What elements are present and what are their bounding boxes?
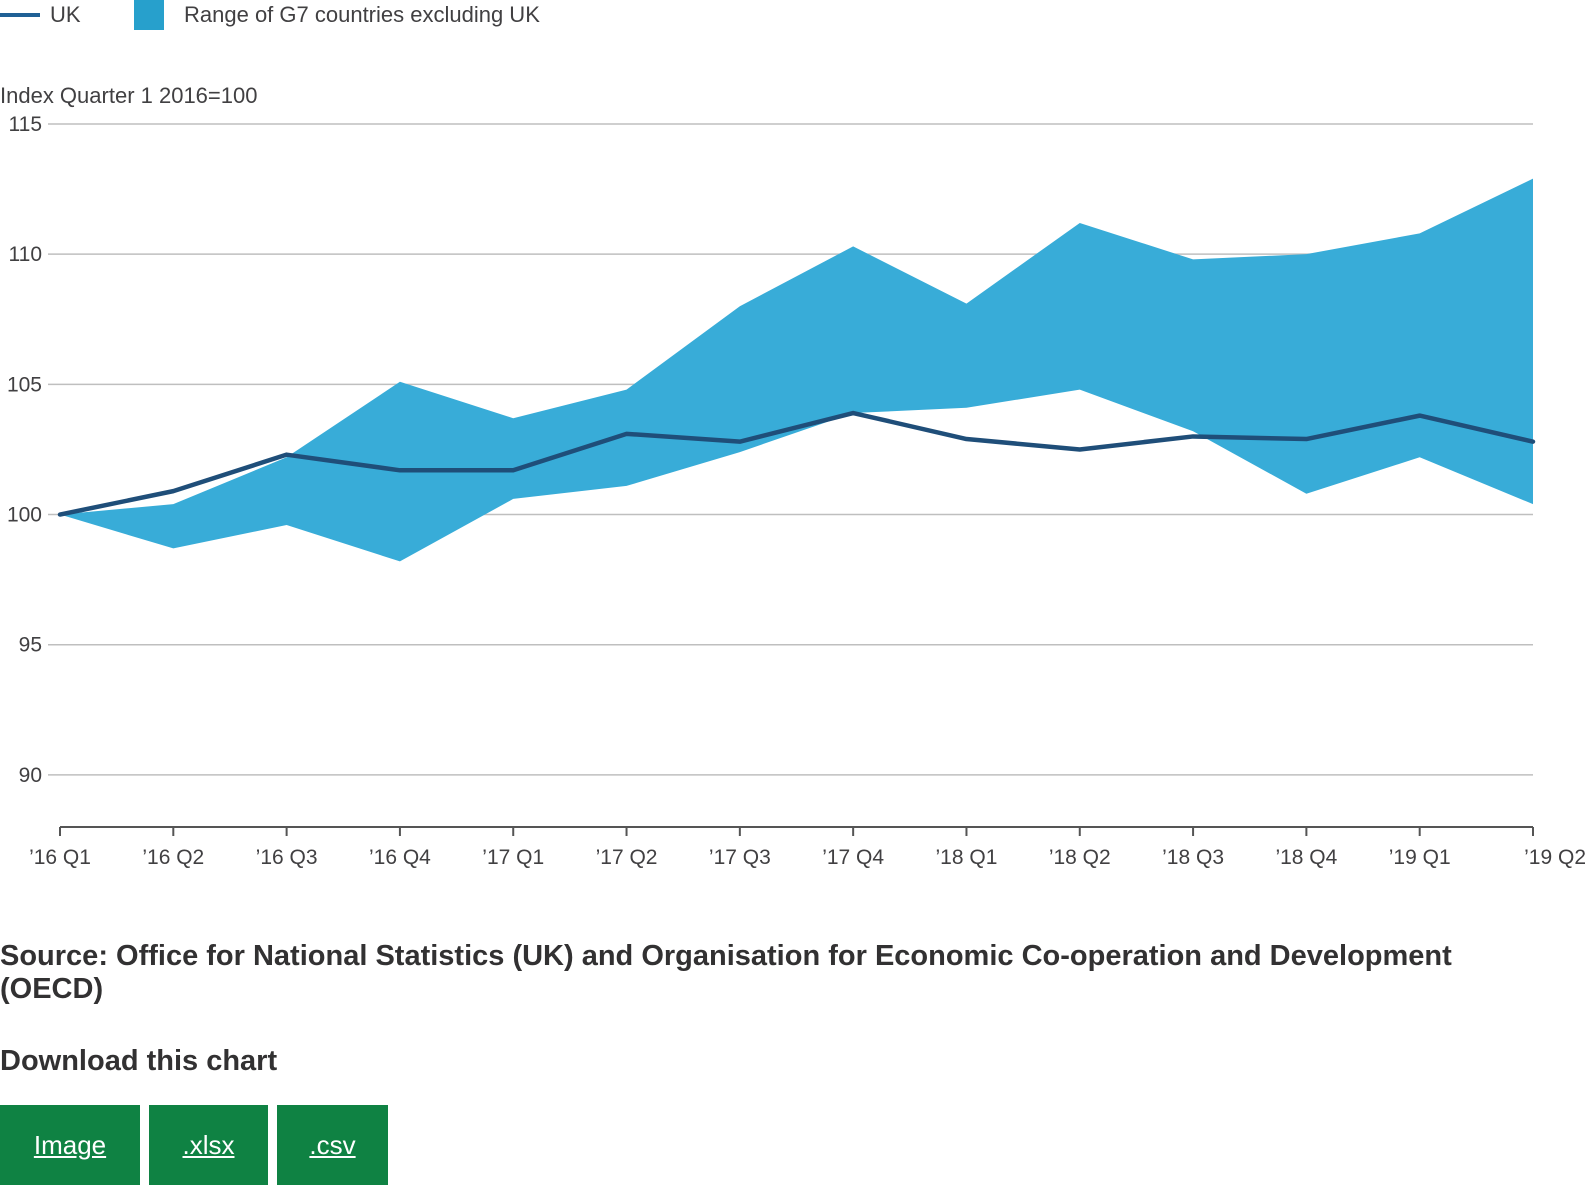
y-axis-title: Index Quarter 1 2016=100	[0, 83, 257, 108]
range-legend-label: Range of G7 countries excluding UK	[184, 2, 540, 27]
x-tick-label: ’19 Q2	[1524, 846, 1586, 869]
download-image-button[interactable]: Image	[0, 1105, 140, 1185]
x-tick-label: ’17 Q4	[822, 846, 884, 869]
y-tick-label: 100	[7, 504, 42, 527]
x-tick-label: ’16 Q4	[369, 846, 431, 869]
y-tick-label: 105	[7, 373, 42, 396]
y-tick-label: 115	[9, 113, 42, 136]
download-csv-button[interactable]: .csv	[277, 1105, 388, 1185]
download-title: Download this chart	[0, 1045, 278, 1077]
x-tick-label: ’18 Q1	[936, 846, 998, 869]
download-xlsx-button[interactable]: .xlsx	[149, 1105, 268, 1185]
line-layer	[57, 410, 1536, 517]
range-legend-swatch	[134, 0, 164, 30]
x-tick-label: ’18 Q4	[1275, 846, 1337, 869]
y-tick-label: 95	[19, 634, 42, 657]
source-note: Source: Office for National Statistics (…	[0, 940, 1452, 1005]
x-tick-label: ’17 Q3	[709, 846, 771, 869]
y-tick-label: 90	[19, 764, 42, 787]
g7-range-area	[60, 178, 1533, 562]
uk-legend-swatch	[0, 13, 40, 17]
y-tick-label: 110	[9, 243, 42, 266]
x-axis: ’16 Q1 ’16 Q2 ’16 Q3 ’16 Q4 ’17 Q1 ’17 Q2 ’17 …	[29, 826, 1586, 869]
x-tick-label: ’16 Q2	[142, 846, 204, 869]
area-layer	[60, 178, 1533, 562]
x-tick-label: ’16 Q3	[256, 846, 318, 869]
x-tick-label: ’16 Q1	[29, 846, 91, 869]
x-tick-label: ’19 Q1	[1389, 846, 1451, 869]
uk-legend-label: UK	[50, 2, 81, 27]
chart: Index Quarter 1 2016=100 90 95 100 105 110 11…	[0, 83, 1586, 869]
uk-series-line	[57, 410, 1536, 517]
x-tick-label: ’17 Q2	[596, 846, 658, 869]
x-tick-label: ’17 Q1	[482, 846, 544, 869]
x-tick-label: ’18 Q3	[1162, 846, 1224, 869]
x-tick-label: ’18 Q2	[1049, 846, 1111, 869]
